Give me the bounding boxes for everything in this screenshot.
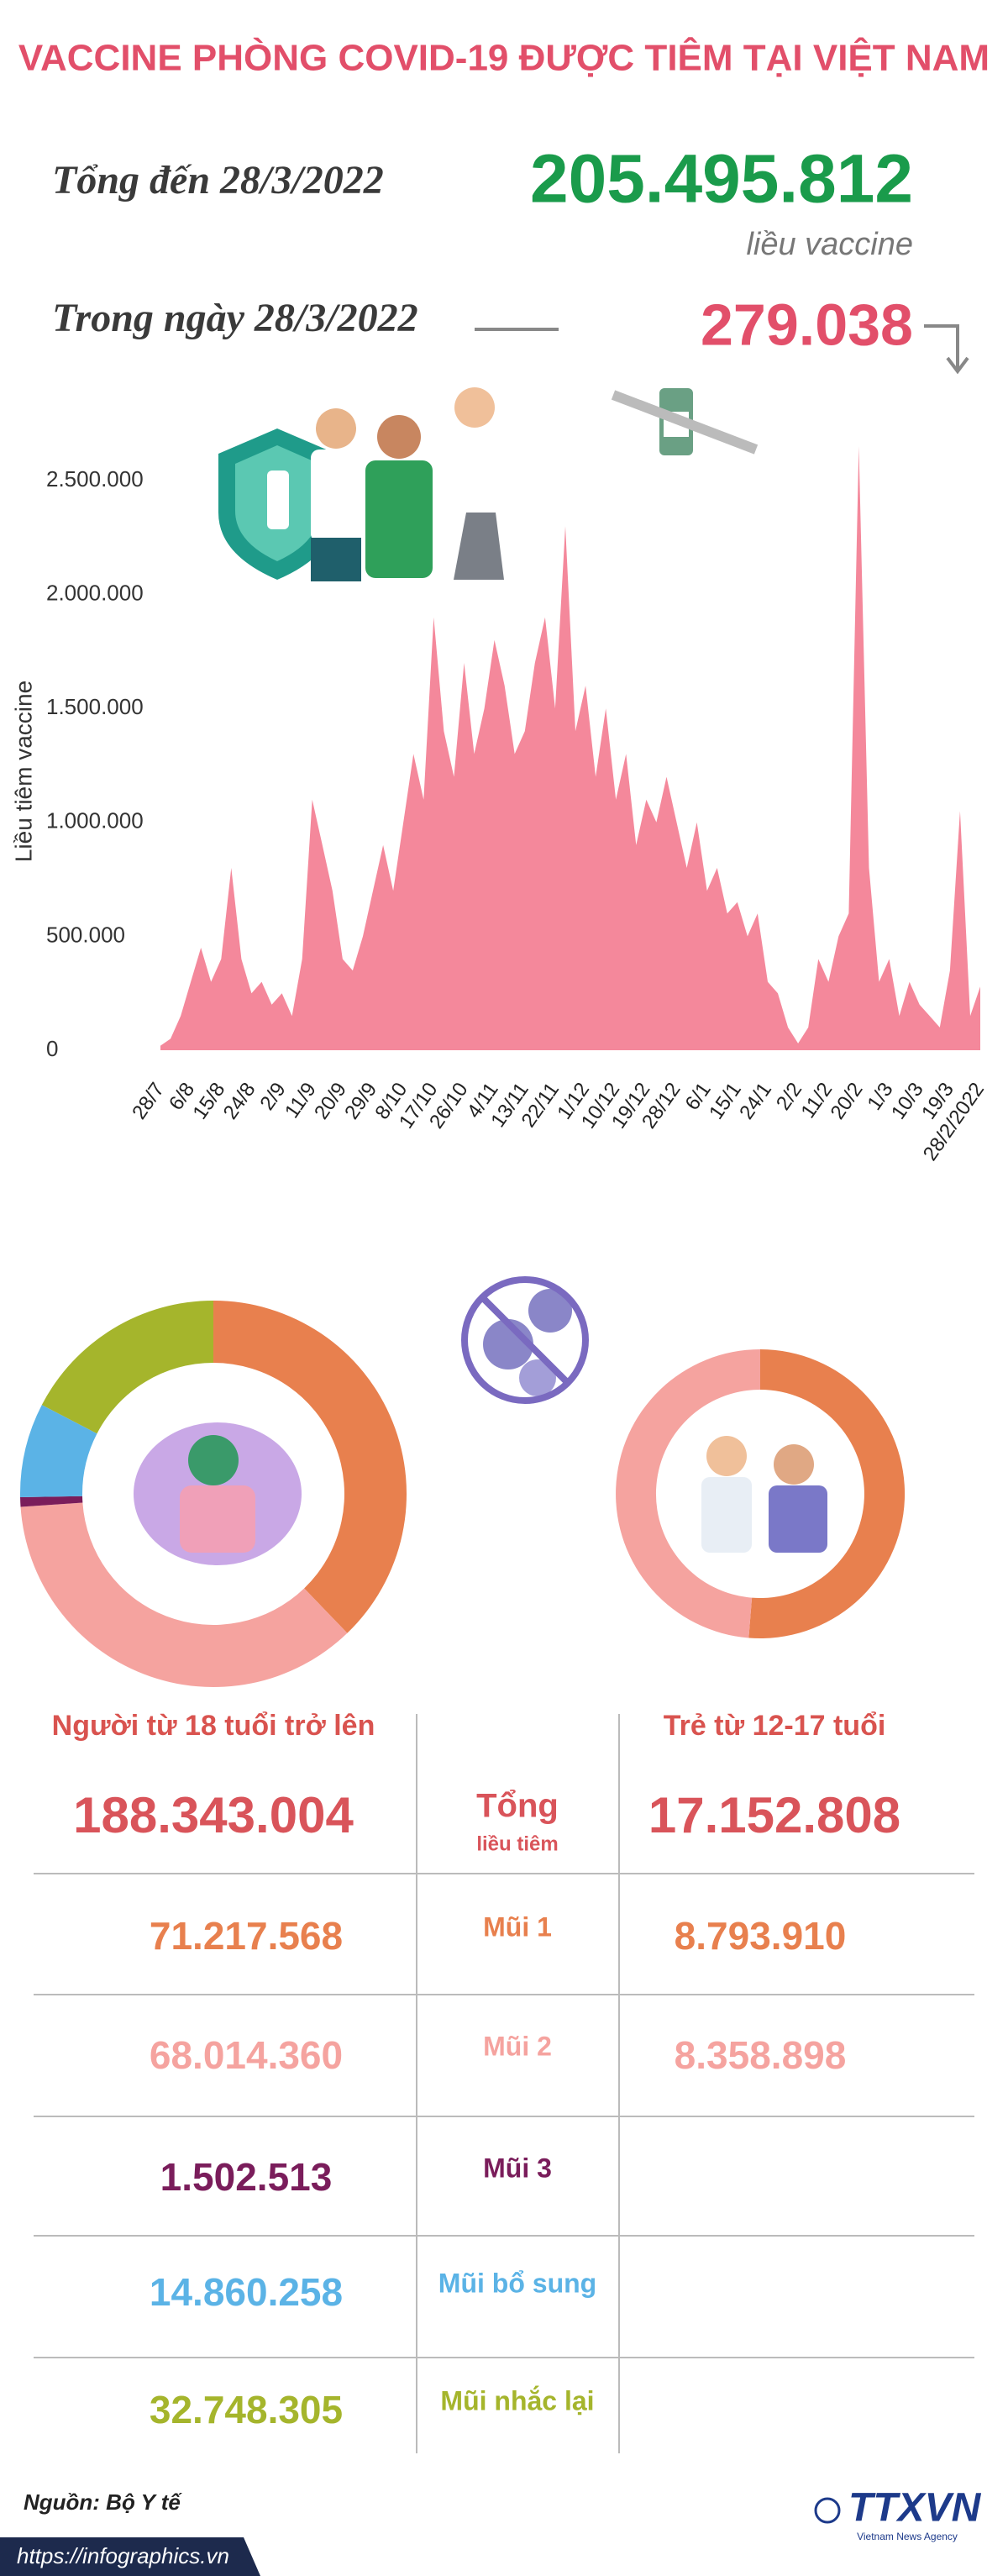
area (160, 446, 980, 1050)
table-value: 8.358.898 (675, 2033, 847, 2077)
illustration-body (180, 1485, 255, 1553)
logo-sub: Vietnam News Agency (857, 2531, 958, 2542)
daily-value: 279.038 (701, 292, 913, 357)
table-value: 1.502.513 (160, 2155, 333, 2199)
syringe-icon (611, 388, 759, 455)
x-tick-label: 11/2 (796, 1079, 837, 1122)
donut-segment (213, 1301, 407, 1633)
copyright-icon (814, 2497, 841, 2524)
row-label: Mũi nhắc lại (440, 2385, 594, 2416)
illustration-head (706, 1436, 747, 1476)
table-value: 71.217.568 (150, 1914, 343, 1958)
child-total: 17.152.808 (648, 1787, 900, 1843)
total-value: 205.495.812 (530, 141, 913, 218)
illustration-head (188, 1435, 239, 1485)
total-label: Tổng đến 28/3/2022 (52, 158, 384, 202)
table-grid (34, 1714, 974, 2453)
adult-total: 188.343.004 (73, 1787, 354, 1843)
table-value: 8.793.910 (675, 1914, 847, 1958)
illustration-body (701, 1477, 752, 1553)
y-axis-label: Liều tiêm vaccine (10, 681, 36, 862)
donut-segment (41, 1301, 214, 1434)
y-tick-label: 0 (46, 1036, 58, 1061)
x-tick-label: 24/1 (735, 1079, 776, 1124)
x-tick-label: 11/9 (281, 1079, 321, 1122)
logo: TTXVN (848, 2486, 982, 2531)
donut-segment (19, 1405, 97, 1498)
table-value: 14.860.258 (150, 2270, 343, 2314)
y-tick-label: 2.500.000 (46, 466, 144, 492)
arrow-head (946, 356, 969, 375)
title: VACCINE PHÒNG COVID-19 ĐƯỢC TIÊM TẠI VIỆ… (18, 37, 990, 79)
x-tick-label: 15/1 (705, 1079, 746, 1124)
arrow (924, 324, 959, 370)
table-value: 68.014.360 (150, 2033, 343, 2077)
y-tick-label: 1.500.000 (46, 694, 144, 719)
total-label: Tổng (476, 1788, 559, 1825)
illustration (218, 387, 504, 581)
row-label: Mũi 1 (483, 1911, 552, 1942)
x-tick-label: 28/7 (128, 1079, 169, 1124)
total-unit: liều vaccine (746, 227, 913, 262)
x-tick-label: 10/3 (887, 1079, 928, 1124)
adult-header: Người từ 18 tuổi trở lên (52, 1710, 375, 1742)
x-tick-label: 20/9 (310, 1079, 351, 1124)
illustration-head (774, 1444, 814, 1485)
y-tick-label: 2.000.000 (46, 580, 144, 605)
row-label: Mũi 3 (483, 2153, 552, 2183)
source: Nguồn: Bộ Y tế (24, 2489, 182, 2515)
url: https://infographics.vn (17, 2543, 229, 2568)
row-label: Mũi 2 (483, 2031, 552, 2061)
x-tick-label: 29/9 (340, 1079, 381, 1124)
table-value: 32.748.305 (150, 2388, 343, 2431)
y-tick-label: 500.000 (46, 922, 125, 947)
row-label: Mũi bổ sung (438, 2268, 596, 2298)
donut-segment (20, 1496, 83, 1507)
donut-segment (616, 1349, 760, 1638)
daily-label: Trong ngày 28/3/2022 (52, 296, 418, 340)
virus-icon (461, 1276, 589, 1404)
y-tick-label: 1.000.000 (46, 808, 144, 833)
x-tick-label: 24/8 (219, 1079, 260, 1124)
url-band (0, 2537, 260, 2576)
x-tick-label: 20/2 (827, 1079, 868, 1124)
illustration-body (769, 1485, 827, 1553)
child-header: Trẻ từ 12-17 tuổi (664, 1710, 886, 1742)
x-tick-label: 15/8 (188, 1079, 229, 1124)
total-sublabel: liều tiêm (476, 1832, 558, 1855)
donut-segment (748, 1349, 906, 1639)
donut-segment (20, 1502, 348, 1688)
